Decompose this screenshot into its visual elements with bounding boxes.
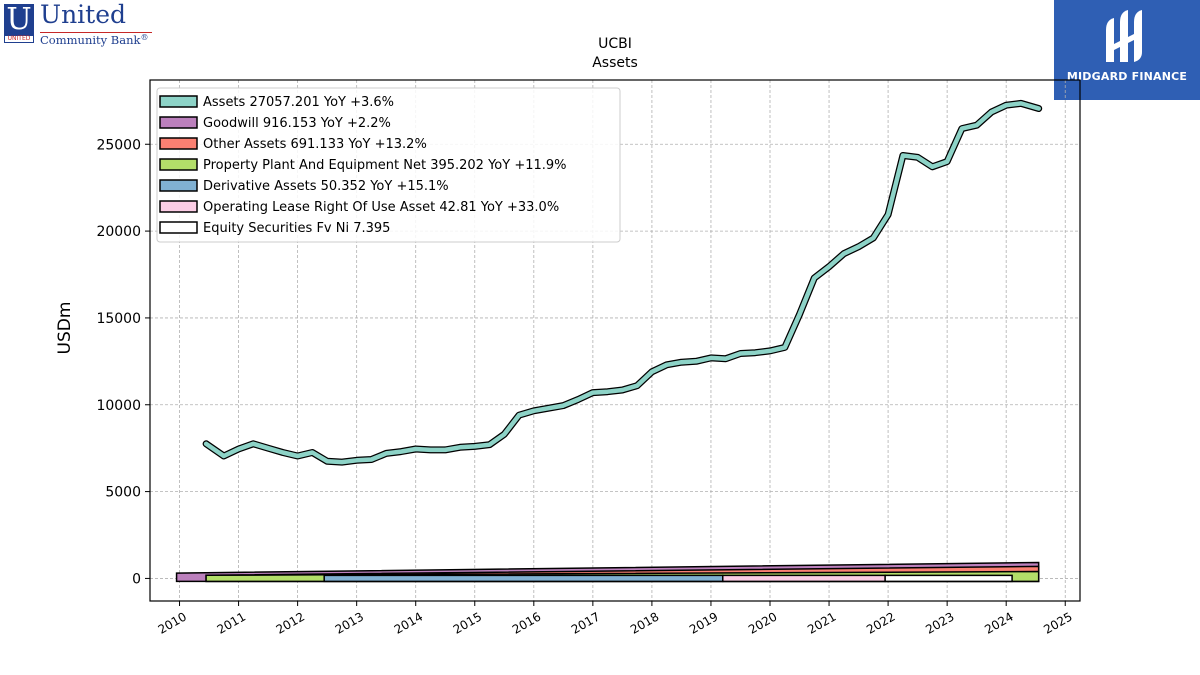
series-operating-lease-right-of-use-asset-area [722,574,886,583]
x-tick-label: 2020 [746,609,779,636]
legend-label: Operating Lease Right Of Use Asset 42.81… [203,200,559,215]
x-tick-label: 2021 [805,609,838,636]
legend-label: Goodwill 916.153 YoY +2.2% [203,116,391,131]
y-tick-label: 15000 [96,311,141,327]
series-layer [175,99,1043,583]
midgard-emblem-icon [1106,10,1142,62]
x-tick-label: 2013 [333,609,366,636]
legend-swatch [159,158,198,171]
legend-swatch [159,221,198,234]
united-community-bank-logo: U UNITED United Community Bank® [4,0,164,48]
x-tick-label: 2024 [982,609,1015,636]
logo-subtitle-text: Community Bank [40,33,141,47]
x-tick-label: 2010 [156,609,189,636]
x-tick-label: 2022 [864,609,897,636]
logo-mark-text: UNITED [4,35,34,43]
x-tick-label: 2023 [923,609,956,636]
y-axis-label: USDm [55,302,75,355]
x-tick-label: 2014 [392,609,425,636]
logo-name: United [40,0,127,29]
x-tick-label: 2012 [274,609,307,636]
y-tick-label: 10000 [96,398,141,414]
midgard-finance-logo: MIDGARD FINANCE [1054,0,1200,100]
legend-swatch [159,200,198,213]
legend-swatch [159,95,198,108]
y-tick-label: 5000 [105,485,141,501]
series-assets-line [203,101,1041,465]
x-tick-label: 2016 [510,609,543,636]
legend-label: Derivative Assets 50.352 YoY +15.1% [203,179,449,194]
x-tick-label: 2015 [451,609,484,636]
x-tick-label: 2019 [687,609,720,636]
x-tick-label: 2025 [1041,609,1074,636]
legend: Assets 27057.201 YoY +3.6% Goodwill 916.1… [156,87,621,243]
x-tick-label: 2011 [215,609,248,636]
series-derivative-assets-area [323,574,724,583]
y-tick-label: 25000 [96,137,141,153]
legend-swatch [159,179,198,192]
series-equity-securities-fv-ni-area [884,574,1013,583]
logo-registered-mark: ® [140,33,149,42]
legend-box [156,87,621,243]
legend-label: Property Plant And Equipment Net 395.202… [203,158,567,173]
x-tick-label: 2018 [628,609,661,636]
legend-label: Assets 27057.201 YoY +3.6% [203,95,394,110]
legend-swatch [159,116,198,129]
logo-divider [40,32,152,33]
x-tick-label: 2017 [569,609,602,636]
chart-title: UCBI [598,36,632,52]
legend-label: Equity Securities Fv Ni 7.395 [203,221,390,236]
brand-name: MIDGARD FINANCE [1066,70,1188,83]
legend-swatch [159,137,198,150]
y-tick-label: 20000 [96,224,141,240]
legend-label: Other Assets 691.133 YoY +13.2% [203,137,427,152]
plot-frame [149,79,1081,602]
logo-subtitle: Community Bank® [40,33,148,47]
chart-subtitle: Assets [592,55,638,71]
y-tick-label: 0 [132,571,141,587]
